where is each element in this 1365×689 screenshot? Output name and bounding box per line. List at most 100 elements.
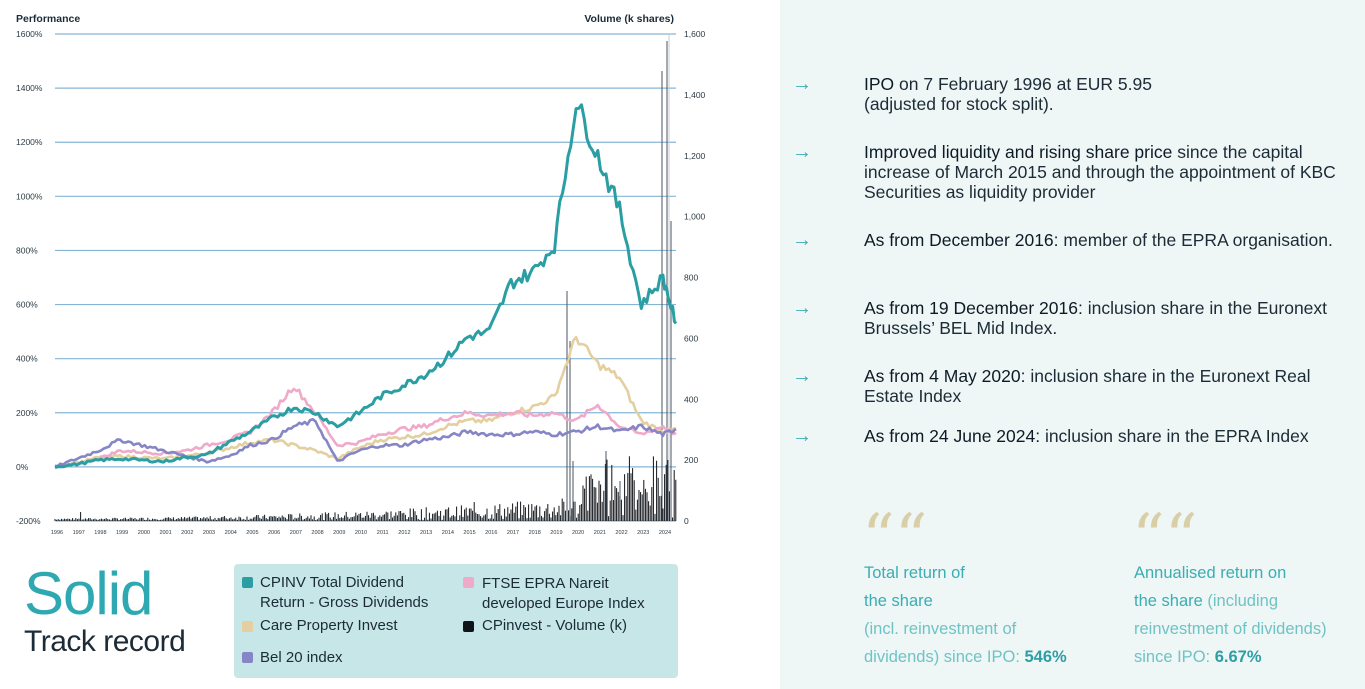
year-tick-label: 1998 <box>94 530 106 536</box>
stat-total-line4: dividends) since IPO: <box>864 648 1025 666</box>
milestone-bold: As from 24 June 2024: <box>864 426 1041 446</box>
series-line <box>54 335 677 470</box>
arrow-right-icon: → <box>792 297 812 319</box>
stat-total-value: 546% <box>1024 648 1067 666</box>
left-tick-label: 1000% <box>16 191 43 201</box>
legend-label-cpinv-2: Return - Gross Dividends <box>260 594 429 611</box>
left-tick-label: 200% <box>16 408 38 418</box>
legend-item-bel20: Bel 20 index <box>260 649 343 666</box>
milestone-body: on 7 February 1996 at EUR 5.95 (adjusted… <box>864 74 1152 114</box>
year-tick-label: 2005 <box>246 530 258 536</box>
milestone-text: As from 19 December 2016: inclusion shar… <box>864 298 1354 338</box>
year-tick-label: 2016 <box>485 530 497 536</box>
stat-annual-line3: reinvestment of dividends) <box>1134 620 1327 638</box>
title-track-record: Track record <box>24 625 186 658</box>
year-tick-label: 2000 <box>138 530 150 536</box>
left-axis-title: Performance <box>16 13 80 25</box>
legend-item-care: Care Property Invest <box>260 617 398 634</box>
right-tick-label: 200 <box>684 455 698 465</box>
year-tick-label: 1996 <box>51 530 63 536</box>
arrow-right-icon: → <box>792 365 812 387</box>
performance-chart: 1600% 1400% 1200% 1000% 800% 600% 400% 200% 0% -2… <box>0 0 720 545</box>
legend-item-cpinv: CPINV Total Dividend Return - Gross Divi… <box>260 573 460 613</box>
milestone-body: inclusion share in the EPRA Index <box>1040 426 1309 446</box>
milestone-body: inclusion share in the Euronext Brussels… <box>864 298 1328 338</box>
stat-annual-line2b: (including <box>1202 592 1279 610</box>
year-tick-label: 1999 <box>116 530 128 536</box>
milestone-text: As from 4 May 2020: inclusion share in t… <box>864 366 1354 406</box>
chart-legend: CPINV Total Dividend Return - Gross Divi… <box>234 564 678 678</box>
year-tick-label: 2006 <box>268 530 280 536</box>
year-tick-label: 2012 <box>398 530 410 536</box>
year-tick-label: 2009 <box>333 530 345 536</box>
year-tick-label: 2011 <box>377 530 389 536</box>
milestone-body: inclusion share in the Euronext Real Est… <box>864 366 1311 406</box>
milestone-body: member of the EPRA organisation. <box>1058 230 1333 250</box>
legend-label-epra-2: developed Europe Index <box>482 595 645 612</box>
right-tick-label: 1,200 <box>684 151 706 161</box>
milestone-bold: As from December 2016: <box>864 230 1059 250</box>
arrow-right-icon: → <box>792 73 812 95</box>
stat-total-return: Total return of the share (incl. reinves… <box>864 559 1114 671</box>
highlights-panel: → IPO on 7 February 1996 at EUR 5.95 (ad… <box>780 0 1365 689</box>
series-line <box>54 418 677 468</box>
legend-label-epra-1: FTSE EPRA Nareit <box>482 575 609 592</box>
year-tick-label: 2017 <box>507 530 519 536</box>
year-tick-label: 2002 <box>181 530 193 536</box>
milestone-text: IPO on 7 February 1996 at EUR 5.95 (adju… <box>864 74 1354 114</box>
legend-swatch-cpinv <box>242 577 253 588</box>
legend-swatch-volume <box>463 621 474 632</box>
stat-annualised-return: Annualised return on the share (includin… <box>1134 559 1364 671</box>
year-tick-label: 1997 <box>73 530 85 536</box>
arrow-right-icon: → <box>792 141 812 163</box>
left-tick-label: 400% <box>16 354 38 364</box>
right-tick-label: 800 <box>684 273 698 283</box>
left-tick-label: 600% <box>16 300 38 310</box>
right-tick-label: 400 <box>684 394 698 404</box>
year-tick-label: 2015 <box>463 530 475 536</box>
year-tick-label: 2007 <box>290 530 302 536</box>
right-tick-label: 1,400 <box>684 90 706 100</box>
year-tick-label: 2014 <box>442 530 454 536</box>
year-tick-label: 2003 <box>203 530 215 536</box>
milestone-bold: IPO <box>864 74 895 94</box>
right-tick-label: 0 <box>684 516 689 526</box>
series-line <box>54 387 677 468</box>
arrow-right-icon: → <box>792 425 812 447</box>
stat-total-line3: (incl. reinvestment of <box>864 620 1017 638</box>
year-tick-label: 2010 <box>355 530 367 536</box>
year-tick-label: 2013 <box>420 530 432 536</box>
right-tick-label: 1,600 <box>684 29 706 39</box>
chart-svg: 1600% 1400% 1200% 1000% 800% 600% 400% 200% 0% -2… <box>16 13 706 536</box>
right-tick-label: 1,000 <box>684 212 706 222</box>
left-tick-label: -200% <box>16 516 41 526</box>
milestone-text: As from 24 June 2024: inclusion share in… <box>864 426 1354 446</box>
milestone-body: since the capital increase of March 2015… <box>864 142 1336 202</box>
stat-total-line1: Total return of <box>864 564 965 582</box>
legend-item-epra: FTSE EPRA Nareit developed Europe Index <box>482 574 672 614</box>
quote-icon: ““ <box>1132 501 1198 575</box>
milestone-bold: As from 4 May 2020: <box>864 366 1026 386</box>
milestone-text: Improved liquidity and rising share pric… <box>864 142 1354 202</box>
title-solid: Solid <box>24 560 153 627</box>
left-tick-label: 1400% <box>16 83 43 93</box>
year-tick-label: 2001 <box>159 530 171 536</box>
year-tick-label: 2019 <box>550 530 562 536</box>
stat-annual-value: 6.67% <box>1214 648 1262 666</box>
year-tick-label: 2022 <box>615 530 627 536</box>
left-tick-label: 800% <box>16 245 38 255</box>
legend-item-volume: CPinvest - Volume (k) <box>482 617 628 634</box>
legend-swatch-bel20 <box>242 652 253 663</box>
left-tick-label: 1600% <box>16 29 43 39</box>
year-tick-label: 2004 <box>225 530 237 536</box>
stat-total-line2: the share <box>864 592 933 610</box>
legend-label-cpinv-1: CPINV Total Dividend <box>260 574 404 591</box>
arrow-right-icon: → <box>792 229 812 251</box>
year-tick-label: 2023 <box>637 530 649 536</box>
series-line <box>54 103 678 470</box>
stat-annual-line2a: the share <box>1134 592 1203 610</box>
right-axis-title: Volume (k shares) <box>584 13 674 25</box>
year-tick-label: 2024 <box>659 530 671 536</box>
year-tick-label: 2021 <box>594 530 606 536</box>
quote-icon: ““ <box>862 501 928 575</box>
